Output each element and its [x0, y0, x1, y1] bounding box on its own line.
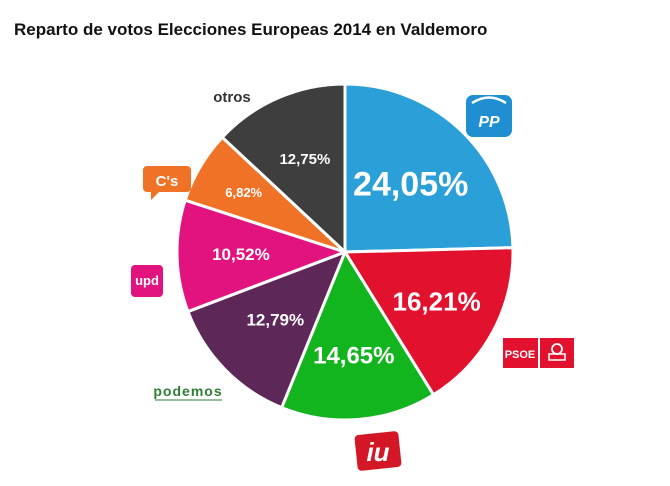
svg-text:C's: C's	[156, 173, 179, 190]
svg-text:podemos: podemos	[153, 383, 222, 399]
slice-label-psoe: 16,21%	[393, 287, 481, 317]
svg-text:otros: otros	[213, 89, 251, 106]
slice-otros	[220, 82, 347, 254]
logo-c-s-icon: C's	[143, 166, 191, 200]
slice-iu	[280, 250, 435, 422]
svg-text:PP: PP	[478, 114, 500, 131]
logo-iu-icon: iu	[354, 431, 402, 471]
slice-label-iu: 14,65%	[313, 342, 394, 369]
svg-text:upd: upd	[135, 273, 159, 288]
slice-label-c-s: 6,82%	[225, 185, 262, 200]
logo-psoe-icon: PSOE	[503, 338, 574, 368]
logo-pp-icon: PP	[466, 95, 512, 137]
slice-pp	[343, 82, 515, 254]
slice-podemos	[186, 250, 347, 410]
slice-label-upyd: 10,52%	[212, 245, 270, 264]
slice-psoe	[343, 246, 515, 397]
svg-text:iu: iu	[366, 437, 389, 467]
chart-title: Reparto de votos Elecciones Europeas 201…	[14, 20, 488, 39]
logo-otros-icon: otros	[213, 89, 251, 106]
slice-label-otros: 12,75%	[279, 151, 330, 168]
svg-text:PSOE: PSOE	[505, 349, 536, 361]
logo-podemos-icon: podemos	[153, 383, 222, 401]
slice-upyd	[175, 198, 347, 314]
slice-label-pp: 24,05%	[353, 166, 468, 204]
logo-upyd-icon: upd	[131, 265, 163, 297]
slice-label-podemos: 12,79%	[246, 311, 304, 330]
